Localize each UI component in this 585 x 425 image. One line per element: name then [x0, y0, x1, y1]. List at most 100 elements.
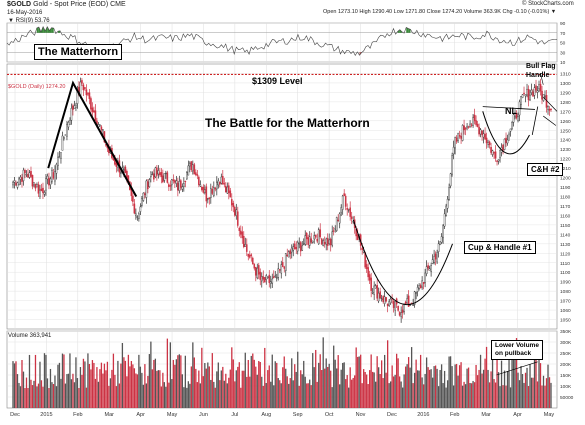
- volume-bar: [19, 386, 22, 408]
- volume-bar: [70, 379, 73, 408]
- price-candle: [36, 184, 38, 188]
- volume-bar: [135, 373, 137, 408]
- price-candle: [214, 187, 217, 190]
- volume-bar: [548, 377, 551, 408]
- volume-bar: [157, 370, 160, 408]
- volume-bar: [394, 374, 396, 408]
- volume-bar: [138, 354, 140, 408]
- price-candle: [361, 248, 363, 251]
- price-candle: [290, 247, 293, 253]
- y-tick-label: 1170: [560, 204, 571, 210]
- price-candle: [75, 104, 77, 108]
- price-candle: [193, 164, 196, 175]
- price-candle: [334, 228, 337, 230]
- price-candle: [481, 130, 483, 136]
- price-candle: [346, 207, 348, 210]
- volume-bar: [439, 370, 441, 408]
- price-candle: [293, 243, 296, 250]
- volume-bar: [160, 386, 163, 408]
- price-candle: [371, 292, 374, 294]
- volume-bar: [337, 355, 339, 408]
- volume-bar: [187, 381, 189, 408]
- volume-bar: [169, 342, 172, 408]
- volume-bar: [403, 374, 405, 408]
- volume-bar: [178, 354, 180, 408]
- volume-bar: [247, 359, 249, 408]
- volume-bar: [124, 360, 127, 408]
- price-candle: [349, 207, 351, 217]
- volume-bar: [96, 367, 98, 408]
- price-candle: [530, 89, 533, 93]
- volume-bar: [130, 361, 133, 408]
- volume-bar: [316, 381, 318, 408]
- volume-bar: [397, 358, 399, 408]
- volume-bar: [523, 382, 525, 408]
- volume-bar: [436, 368, 438, 408]
- volume-bar: [328, 363, 330, 408]
- volume-bar: [352, 377, 354, 408]
- price-candle: [51, 169, 53, 182]
- price-candle: [162, 175, 164, 183]
- price-candle: [166, 172, 169, 183]
- volume-bar: [319, 354, 321, 408]
- volume-bar: [294, 364, 296, 408]
- volume-bar: [364, 371, 366, 408]
- price-candle: [145, 180, 148, 198]
- price-candle: [482, 133, 485, 138]
- price-candle: [484, 133, 486, 140]
- y-tick-label: 1120: [560, 251, 571, 257]
- price-candle: [524, 94, 527, 97]
- price-candle: [449, 173, 452, 187]
- volume-bar: [357, 356, 359, 408]
- price-candle: [536, 90, 539, 93]
- price-candle: [198, 176, 200, 185]
- volume-bar: [132, 364, 134, 408]
- volume-bar: [406, 364, 408, 408]
- price-candle: [190, 161, 193, 170]
- volume-bar: [258, 360, 260, 408]
- volume-bar: [213, 381, 215, 408]
- price-candle: [204, 189, 206, 193]
- chart-date: 16-May-2016: [7, 10, 43, 16]
- price-candle: [526, 88, 528, 96]
- price-candle: [22, 169, 25, 181]
- volume-bar: [511, 353, 513, 408]
- price-candle: [452, 146, 455, 155]
- price-candle: [256, 267, 259, 279]
- volume-bar: [485, 346, 488, 408]
- volume-bar: [205, 368, 207, 408]
- volume-bar: [219, 380, 221, 408]
- volume-bar: [538, 359, 540, 408]
- vol-tick-label: 200K: [560, 362, 572, 368]
- volume-bar: [482, 369, 485, 408]
- price-candle: [245, 244, 248, 252]
- volume-bar: [424, 373, 426, 408]
- volume-bar: [373, 372, 375, 408]
- price-candle: [311, 240, 314, 243]
- price-candle: [419, 285, 422, 289]
- price-candle: [138, 213, 140, 219]
- price-candle: [272, 276, 275, 279]
- price-candle: [493, 152, 495, 154]
- volume-bar: [300, 370, 302, 408]
- price-candle: [45, 178, 47, 191]
- volume-bar: [503, 370, 506, 408]
- volume-bar: [490, 371, 492, 408]
- price-candle: [326, 238, 329, 246]
- volume-bar: [288, 383, 290, 408]
- volume-bar: [306, 383, 308, 408]
- volume-bar: [539, 363, 542, 408]
- volume-bar: [67, 373, 70, 408]
- volume-bar: [310, 385, 312, 408]
- price-candle: [172, 179, 175, 182]
- volume-bar: [120, 363, 122, 408]
- price-candle: [219, 182, 221, 185]
- volume-bar: [246, 376, 248, 408]
- price-candle: [437, 243, 440, 252]
- price-candle: [147, 181, 149, 190]
- x-tick-label: Apr: [513, 412, 522, 418]
- volume-bar: [105, 370, 107, 408]
- volume-bar: [509, 387, 512, 408]
- rsi-legend: ▼ RSI(9) 53.76: [8, 18, 50, 24]
- volume-bar: [54, 375, 56, 408]
